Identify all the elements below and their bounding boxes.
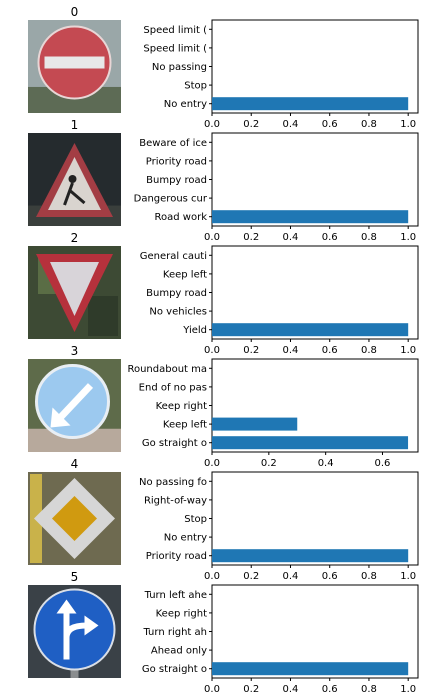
category-label: Stop — [184, 514, 207, 525]
category-label: Road work — [155, 212, 208, 223]
bar — [212, 323, 409, 337]
category-label: Stop — [184, 81, 207, 92]
category-label: Keep left — [163, 420, 207, 431]
image-index-label: 5 — [71, 570, 79, 584]
category-label: Speed limit ( — [143, 25, 207, 36]
category-label: Right-of-way — [144, 495, 207, 506]
category-label: Turn right ah — [142, 627, 207, 638]
category-label: Bumpy road — [146, 288, 207, 299]
x-tick-label: 0.0 — [204, 119, 220, 130]
x-tick-label: 1.0 — [400, 684, 416, 695]
image-index-label: 2 — [71, 231, 79, 245]
priority-road-sign-icon — [28, 472, 121, 565]
category-label: Keep right — [156, 608, 207, 619]
yield-sign-icon — [28, 246, 121, 339]
chart-row-3: 3 Go straight o Keep left Keep right End of … — [28, 344, 419, 469]
category-label: Bumpy road — [146, 175, 207, 186]
x-tick-label: 0.4 — [283, 684, 299, 695]
image-index-label: 4 — [71, 457, 79, 471]
x-tick-label: 1.0 — [400, 345, 416, 356]
category-label: Turn left ahe — [144, 590, 207, 601]
bar — [212, 417, 298, 431]
chart-row-2: 2 Yield No vehicles Bumpy road Keep left Gene… — [28, 231, 419, 356]
chart-row-5: 5 Go straight o Ahead only Turn right ah Kee… — [28, 570, 419, 695]
x-tick-label: 0.4 — [283, 232, 299, 243]
x-tick-label: 0.6 — [322, 345, 338, 356]
bar — [212, 436, 409, 450]
category-label: No passing — [152, 62, 207, 73]
bar — [212, 549, 409, 563]
category-label: No vehicles — [149, 307, 207, 318]
x-tick-label: 0.2 — [243, 571, 259, 582]
category-label: Go straight o — [142, 664, 207, 675]
keep-left-sign-icon — [28, 359, 121, 452]
x-tick-label: 0.0 — [204, 684, 220, 695]
x-tick-label: 0.4 — [283, 571, 299, 582]
category-label: Go straight o — [142, 438, 207, 449]
chart-row-4: 4 Priority road No entry Stop Right-of-way No… — [28, 457, 419, 582]
category-label: Priority road — [146, 551, 207, 562]
x-tick-label: 0.4 — [283, 345, 299, 356]
category-label: Keep left — [163, 269, 207, 280]
x-tick-label: 0.6 — [322, 232, 338, 243]
no-entry-sign-icon — [28, 20, 121, 113]
bar — [212, 662, 409, 676]
x-tick-label: 0.2 — [261, 458, 277, 469]
x-tick-label: 0.4 — [283, 119, 299, 130]
x-tick-label: 0.0 — [204, 345, 220, 356]
x-tick-label: 0.6 — [322, 119, 338, 130]
category-label: Roundabout ma — [127, 364, 207, 375]
go-straight-or-right-sign-icon — [28, 585, 121, 678]
category-label: No entry — [164, 99, 207, 110]
category-label: End of no pas — [139, 382, 207, 393]
road-work-sign-icon — [28, 133, 121, 226]
x-tick-label: 0.6 — [322, 571, 338, 582]
category-label: Keep right — [156, 401, 207, 412]
x-tick-label: 0.4 — [318, 458, 334, 469]
image-index-label: 1 — [71, 118, 79, 132]
category-label: No passing fo — [139, 477, 207, 488]
image-index-label: 0 — [71, 5, 79, 19]
category-label: Dangerous cur — [134, 194, 208, 205]
x-tick-label: 1.0 — [400, 119, 416, 130]
x-tick-label: 0.2 — [243, 684, 259, 695]
bar — [212, 97, 409, 111]
category-label: Speed limit ( — [143, 43, 207, 54]
x-tick-label: 0.2 — [243, 119, 259, 130]
x-tick-label: 0.8 — [361, 345, 377, 356]
x-tick-label: 0.0 — [204, 458, 220, 469]
category-label: General cauti — [140, 251, 207, 262]
x-tick-label: 0.8 — [361, 232, 377, 243]
x-tick-label: 1.0 — [400, 232, 416, 243]
x-tick-label: 0.8 — [361, 571, 377, 582]
x-tick-label: 0.0 — [204, 232, 220, 243]
image-index-label: 3 — [71, 344, 79, 358]
category-label: No entry — [164, 533, 207, 544]
x-tick-label: 0.0 — [204, 571, 220, 582]
chart-row-0: 0 No entry Stop No passing Speed limit ( Spee… — [28, 5, 419, 130]
category-label: Priority road — [146, 156, 207, 167]
x-tick-label: 0.8 — [361, 119, 377, 130]
x-tick-label: 0.2 — [243, 232, 259, 243]
x-tick-label: 0.8 — [361, 684, 377, 695]
x-tick-label: 0.6 — [322, 684, 338, 695]
chart-row-1: 1 Road work Dangerous cur Bumpy road Priorit… — [28, 118, 419, 243]
x-tick-label: 1.0 — [400, 571, 416, 582]
x-tick-label: 0.2 — [243, 345, 259, 356]
x-tick-label: 0.6 — [375, 458, 391, 469]
category-label: Ahead only — [151, 646, 207, 657]
category-label: Yield — [182, 325, 207, 336]
category-label: Beware of ice — [139, 138, 207, 149]
bar — [212, 210, 409, 224]
